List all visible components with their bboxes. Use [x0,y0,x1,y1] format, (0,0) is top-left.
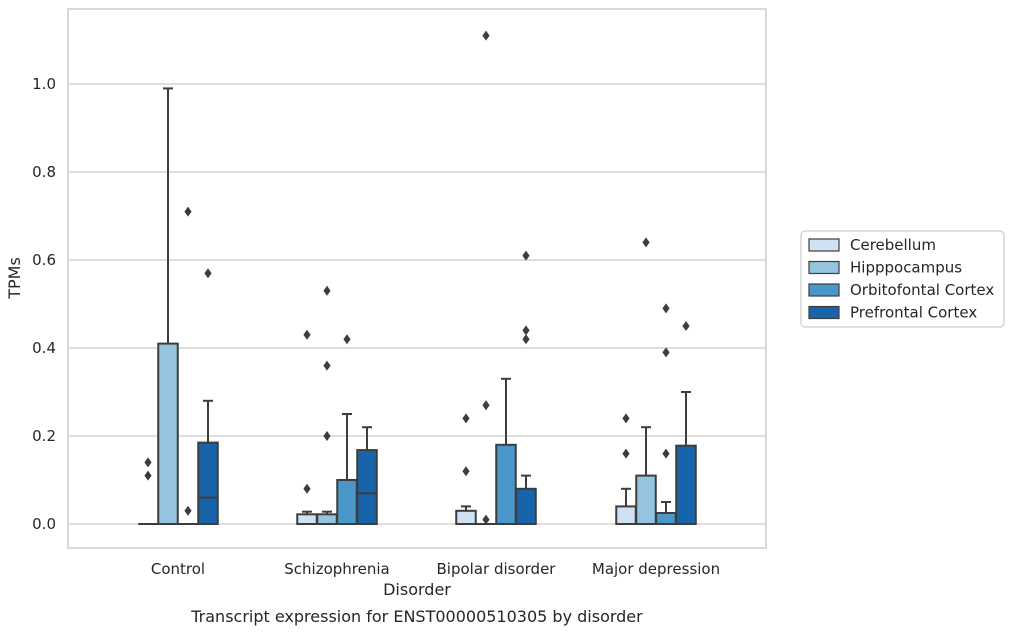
box-1-1 [316,285,338,526]
box-3-3 [675,321,697,525]
box-2-3 [655,303,677,525]
box-body [316,513,338,526]
legend-label: Cerebellum [850,236,936,254]
x-axis-label: Disorder [383,580,451,599]
outlier-point [323,431,331,441]
outlier-point [662,347,670,358]
legend-frame [800,230,1005,328]
outlier-point [184,505,192,516]
box-body [495,443,517,525]
y-tick-label: 0.8 [32,163,56,181]
box-0-1 [296,329,318,526]
outlier-point [622,413,630,424]
legend-label: Prefrontal Cortex [850,304,977,322]
outlier-point [343,334,351,345]
y-axis-ticks: 0.0 0.2 0.4 0.6 0.8 1.0 [32,75,56,533]
box-body [635,474,657,526]
outlier-point [622,448,630,459]
box-body [296,513,318,526]
x-tick-label: Schizophrenia [284,560,389,578]
outlier-point [462,466,470,477]
outlier-point [303,483,311,494]
outlier-point [184,206,192,217]
outlier-point [482,514,490,525]
legend-swatch [808,283,840,297]
box-3-0 [197,268,219,526]
box-1-2 [476,30,496,525]
box-body [655,512,677,525]
box-body [197,441,219,526]
plot-frame [67,8,767,549]
outlier-point [662,448,670,459]
box-body [356,449,378,525]
outlier-point [144,457,152,468]
outlier-point [303,329,311,340]
box-body [157,342,179,525]
x-tick-label: Bipolar disorder [437,560,557,578]
box-body [675,444,697,525]
outlier-point [144,470,152,481]
legend-swatch [808,305,840,320]
outlier-point [482,30,490,41]
box-2-1 [336,334,358,525]
outlier-point [323,360,331,371]
legend-swatch [808,260,840,275]
box-marks [138,30,697,526]
box-0-3 [615,413,637,525]
y-tick-label: 0.4 [32,339,56,357]
box-2-2 [495,377,517,525]
y-tick-label: 1.0 [32,75,56,93]
box-body [336,479,358,525]
x-tick-label: Major depression [592,560,720,578]
box-1-3 [635,237,657,526]
outlier-point [323,285,331,296]
y-tick-label: 0.2 [32,427,56,445]
legend: Cerebellum Hipppocampus Orbitofontal Corte… [800,230,1005,328]
chart-caption: Transcript expression for ENST0000051030… [190,607,643,626]
y-axis-label: TPMs [5,257,24,300]
box-3-2 [515,250,537,525]
outlier-point [662,303,670,314]
x-tick-label: Control [151,560,205,578]
legend-swatch [808,238,840,252]
legend-label: Orbitofontal Cortex [850,281,994,299]
outlier-point [642,237,650,248]
box-2-0 [178,206,198,525]
outlier-point [522,250,530,261]
outlier-point [204,268,212,279]
outlier-point [522,325,530,336]
outlier-point [482,400,490,411]
box-body [615,505,637,525]
legend-label: Hipppocampus [850,259,962,277]
outlier-point [682,321,690,331]
outlier-point [522,334,530,345]
box-0-0 [138,457,158,525]
outlier-point [462,413,470,424]
box-body [515,487,537,525]
box-1-0 [157,87,179,525]
y-tick-label: 0.0 [32,515,56,533]
y-tick-label: 0.6 [32,251,56,269]
x-axis-ticks: Control Schizophrenia Bipolar disorder Majo… [151,560,720,578]
box-0-2 [455,413,477,525]
box-body [455,509,477,525]
box-3-1 [356,426,378,525]
